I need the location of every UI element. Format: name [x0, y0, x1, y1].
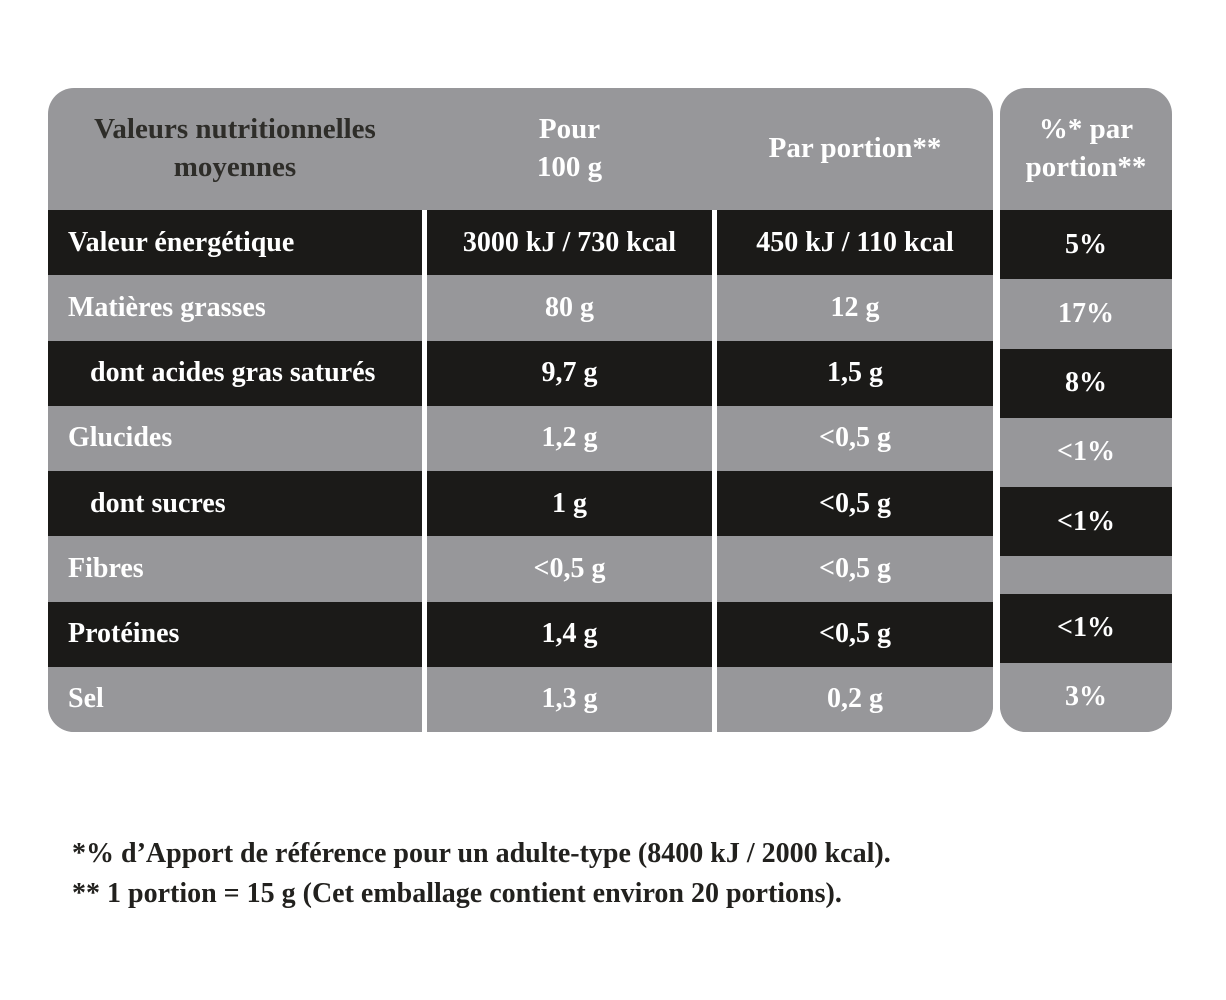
- value-per-100g: 1,2 g: [541, 422, 598, 454]
- value-per-portion: <0,5 g: [819, 618, 891, 650]
- row-label: Matières grasses: [68, 291, 266, 323]
- column-separator: [712, 210, 717, 276]
- table-row: Glucides 1,2 g <0,5 g: [48, 405, 993, 471]
- header-per-100g: Pour 100 g: [427, 88, 712, 210]
- table-row: dont sucres 1 g <0,5 g: [48, 471, 993, 537]
- percent-panel: %* par portion** 5% 17% 8% <1% <1% <1% 3%: [1000, 88, 1172, 732]
- header-pct-line1: %* par: [1038, 113, 1134, 146]
- table-row: Protéines 1,4 g <0,5 g: [48, 601, 993, 667]
- column-separator: [422, 340, 427, 406]
- column-separator: [712, 471, 717, 537]
- row-label: dont sucres: [90, 487, 226, 519]
- column-separator: [422, 666, 427, 732]
- value-per-100g: <0,5 g: [533, 552, 606, 584]
- value-percent-portion: 8%: [1000, 348, 1172, 418]
- footnote-portion-size: ** 1 portion = 15 g (Cet emballage conti…: [72, 878, 842, 909]
- value-per-portion: <0,5 g: [819, 487, 891, 519]
- footnote-reference-intake: *% d’Apport de référence pour un adulte-…: [72, 838, 891, 869]
- header-title-line2: moyennes: [173, 151, 297, 183]
- value-percent-portion: <1%: [1000, 487, 1172, 557]
- column-separator: [712, 666, 717, 732]
- footnotes: *% d’Apport de référence pour un adulte-…: [72, 834, 891, 914]
- table-row: Valeur énergétique 3000 kJ / 730 kcal 450 …: [48, 210, 993, 276]
- value-per-100g: 1,4 g: [541, 618, 598, 650]
- nutrition-main-table: Valeurs nutritionnelles moyennes Pour 10…: [48, 88, 993, 732]
- header-per100-line2: 100 g: [536, 151, 603, 183]
- value-percent-portion: [1000, 556, 1172, 594]
- table-row: dont acides gras saturés 9,7 g 1,5 g: [48, 340, 993, 406]
- value-per-portion: <0,5 g: [819, 552, 891, 584]
- header-title-line1: Valeurs nutritionnelles: [94, 113, 376, 146]
- value-per-100g: 1,3 g: [541, 683, 598, 715]
- column-separator: [712, 536, 717, 602]
- value-per-portion: 0,2 g: [827, 683, 883, 715]
- value-per-portion: 450 kJ / 110 kcal: [756, 226, 954, 258]
- column-separator: [422, 405, 427, 471]
- table-header-row: Valeurs nutritionnelles moyennes Pour 10…: [48, 88, 993, 210]
- table-row: Fibres <0,5 g <0,5 g: [48, 536, 993, 602]
- value-per-100g: 1 g: [552, 487, 587, 519]
- value-percent-portion: 17%: [1000, 279, 1172, 349]
- row-label: Glucides: [68, 422, 173, 454]
- row-label: Sel: [68, 683, 104, 715]
- value-percent-portion: <1%: [1000, 417, 1172, 487]
- header-portion-label: Par portion**: [768, 132, 942, 165]
- header-per-portion: Par portion**: [717, 88, 993, 210]
- row-label: Protéines: [68, 618, 180, 650]
- value-per-100g: 3000 kJ / 730 kcal: [462, 226, 677, 258]
- column-separator: [422, 210, 427, 276]
- value-per-100g: 80 g: [545, 291, 594, 323]
- row-label: dont acides gras saturés: [90, 357, 376, 389]
- value-percent-portion: 5%: [1000, 210, 1172, 280]
- value-percent-portion: <1%: [1000, 593, 1172, 663]
- value-per-portion: <0,5 g: [819, 422, 891, 454]
- row-label: Valeur énergétique: [68, 226, 295, 258]
- row-label: Fibres: [68, 552, 144, 584]
- column-separator: [422, 536, 427, 602]
- value-per-portion: 12 g: [830, 291, 880, 323]
- column-separator: [422, 471, 427, 537]
- column-separator: [712, 275, 717, 341]
- column-separator: [712, 340, 717, 406]
- value-per-100g: 9,7 g: [541, 357, 598, 389]
- column-separator: [422, 275, 427, 341]
- value-per-portion: 1,5 g: [827, 357, 883, 389]
- table-row: Sel 1,3 g 0,2 g: [48, 666, 993, 732]
- header-per100-line1: Pour: [538, 113, 601, 146]
- header-title: Valeurs nutritionnelles moyennes: [48, 88, 422, 210]
- column-separator: [712, 405, 717, 471]
- column-separator: [712, 601, 717, 667]
- header-pct-line2: portion**: [1025, 151, 1147, 183]
- value-percent-portion: 3%: [1000, 662, 1172, 732]
- table-row: Matières grasses 80 g 12 g: [48, 275, 993, 341]
- percent-panel-header: %* par portion**: [1000, 88, 1172, 210]
- column-separator: [422, 601, 427, 667]
